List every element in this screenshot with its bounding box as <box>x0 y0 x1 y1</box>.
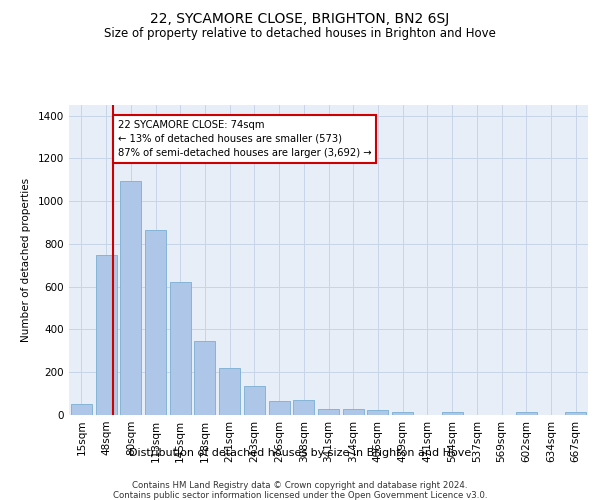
Y-axis label: Number of detached properties: Number of detached properties <box>21 178 31 342</box>
Bar <box>170 282 191 415</box>
Bar <box>194 341 215 415</box>
Bar <box>219 368 240 415</box>
Bar <box>293 400 314 415</box>
Bar <box>120 181 141 415</box>
Text: 22, SYCAMORE CLOSE, BRIGHTON, BN2 6SJ: 22, SYCAMORE CLOSE, BRIGHTON, BN2 6SJ <box>151 12 449 26</box>
Bar <box>95 254 116 415</box>
Bar <box>269 401 290 415</box>
Bar <box>343 408 364 415</box>
Bar <box>442 412 463 415</box>
Bar <box>516 412 537 415</box>
Text: 22 SYCAMORE CLOSE: 74sqm
← 13% of detached houses are smaller (573)
87% of semi-: 22 SYCAMORE CLOSE: 74sqm ← 13% of detach… <box>118 120 371 158</box>
Bar <box>71 404 92 415</box>
Bar <box>145 230 166 415</box>
Text: Size of property relative to detached houses in Brighton and Hove: Size of property relative to detached ho… <box>104 28 496 40</box>
Bar <box>318 408 339 415</box>
Bar <box>367 410 388 415</box>
Text: Distribution of detached houses by size in Brighton and Hove: Distribution of detached houses by size … <box>129 448 471 458</box>
Bar <box>565 412 586 415</box>
Text: Contains HM Land Registry data © Crown copyright and database right 2024.: Contains HM Land Registry data © Crown c… <box>132 481 468 490</box>
Text: Contains public sector information licensed under the Open Government Licence v3: Contains public sector information licen… <box>113 491 487 500</box>
Bar <box>392 412 413 415</box>
Bar <box>244 386 265 415</box>
